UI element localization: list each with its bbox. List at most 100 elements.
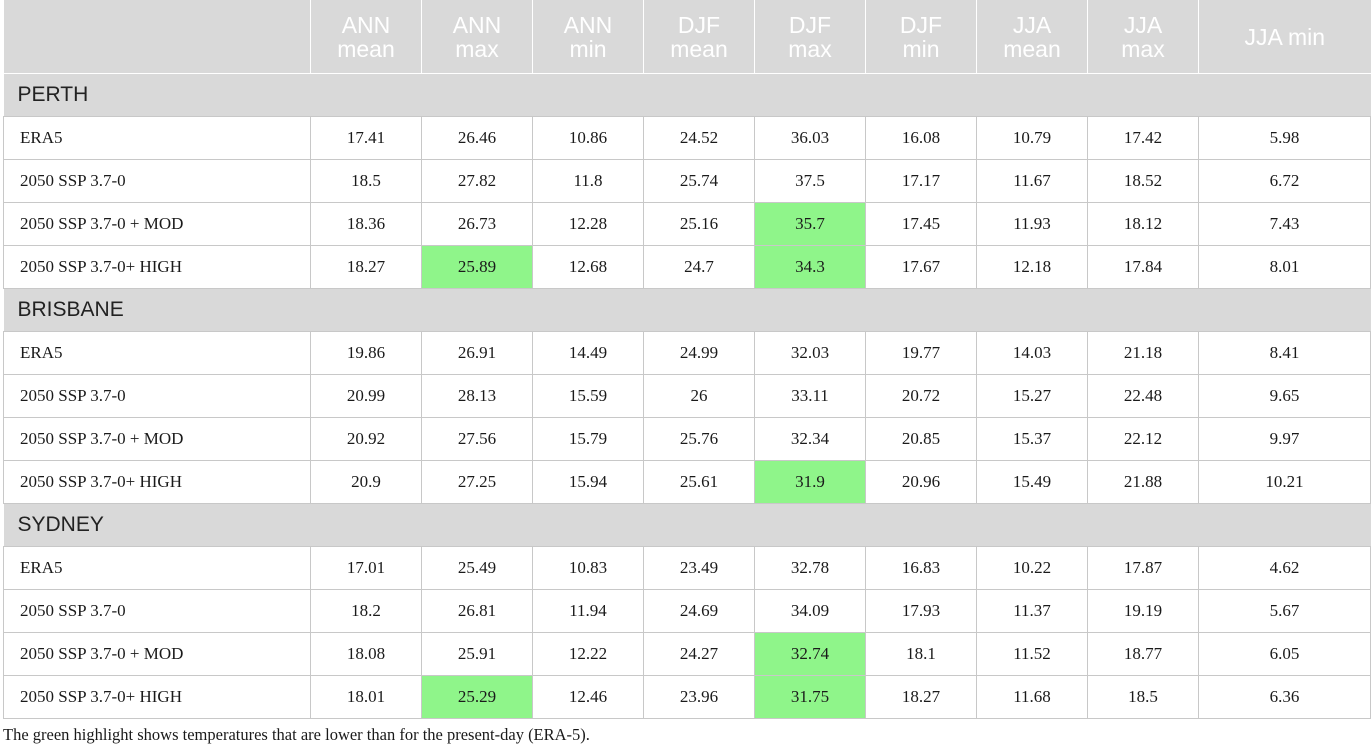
table-cell: 6.36 [1198, 675, 1371, 719]
table-cell: 21.88 [1087, 460, 1199, 504]
section-title: SYDNEY [3, 503, 1371, 547]
table-cell: 8.41 [1198, 331, 1371, 375]
table-cell: 15.27 [976, 374, 1088, 418]
table-cell: 5.98 [1198, 116, 1371, 160]
table-cell: 12.46 [532, 675, 644, 719]
highlighted-cell: 34.3 [754, 245, 866, 289]
table-cell: 11.93 [976, 202, 1088, 246]
table-cell: 32.34 [754, 417, 866, 461]
table-cell: 36.03 [754, 116, 866, 160]
table-cell: 11.68 [976, 675, 1088, 719]
table-cell: 22.48 [1087, 374, 1199, 418]
table-cell: 23.49 [643, 546, 755, 590]
table-row: 2050 SSP 3.7-0 + MOD 18.36 26.73 12.28 25.16… [3, 202, 1371, 246]
table-cell: 20.99 [310, 374, 422, 418]
column-header-ann-max: ANN max [421, 0, 533, 74]
row-label: 2050 SSP 3.7-0+ HIGH [3, 245, 311, 289]
table-cell: 18.27 [865, 675, 977, 719]
row-label: ERA5 [3, 331, 311, 375]
highlighted-cell: 31.75 [754, 675, 866, 719]
table-cell: 10.86 [532, 116, 644, 160]
table-cell: 14.49 [532, 331, 644, 375]
table-cell: 32.78 [754, 546, 866, 590]
table-cell: 24.7 [643, 245, 755, 289]
table-cell: 15.79 [532, 417, 644, 461]
table-cell: 17.42 [1087, 116, 1199, 160]
table-cell: 9.65 [1198, 374, 1371, 418]
table-cell: 20.92 [310, 417, 422, 461]
table-cell: 27.25 [421, 460, 533, 504]
table-cell: 26 [643, 374, 755, 418]
row-label: 2050 SSP 3.7-0+ HIGH [3, 675, 311, 719]
table-cell: 20.9 [310, 460, 422, 504]
table-cell: 17.67 [865, 245, 977, 289]
table-cell: 18.1 [865, 632, 977, 676]
table-cell: 10.79 [976, 116, 1088, 160]
table-cell: 5.67 [1198, 589, 1371, 633]
section-row: PERTH [3, 73, 1371, 117]
table-row: 2050 SSP 3.7-0 18.5 27.82 11.8 25.74 37.5 17.1… [3, 159, 1371, 203]
table-cell: 24.99 [643, 331, 755, 375]
table-cell: 33.11 [754, 374, 866, 418]
table-cell: 15.37 [976, 417, 1088, 461]
table-cell: 19.77 [865, 331, 977, 375]
table-cell: 11.52 [976, 632, 1088, 676]
table-cell: 11.94 [532, 589, 644, 633]
row-label: ERA5 [3, 116, 311, 160]
table-row: 2050 SSP 3.7-0+ HIGH 20.9 27.25 15.94 25.61 3… [3, 460, 1371, 504]
table-cell: 18.08 [310, 632, 422, 676]
table-row: 2050 SSP 3.7-0 + MOD 20.92 27.56 15.79 25.76… [3, 417, 1371, 461]
table-body: PERTH ERA5 17.41 26.46 10.86 24.52 36.03 16.08 1… [3, 73, 1371, 719]
table-cell: 18.5 [310, 159, 422, 203]
table-row: 2050 SSP 3.7-0 18.2 26.81 11.94 24.69 34.09 17… [3, 589, 1371, 633]
row-label: 2050 SSP 3.7-0 [3, 374, 311, 418]
table-cell: 18.12 [1087, 202, 1199, 246]
column-header-ann-mean: ANN mean [310, 0, 422, 74]
table-row: 2050 SSP 3.7-0 20.99 28.13 15.59 26 33.11 20.7… [3, 374, 1371, 418]
table-cell: 12.22 [532, 632, 644, 676]
table-cell: 24.27 [643, 632, 755, 676]
table-cell: 19.86 [310, 331, 422, 375]
table-cell: 20.72 [865, 374, 977, 418]
row-label: ERA5 [3, 546, 311, 590]
table-cell: 4.62 [1198, 546, 1371, 590]
table-cell: 20.85 [865, 417, 977, 461]
column-header-jja-min: JJA min [1198, 0, 1371, 74]
column-header-jja-mean: JJA mean [976, 0, 1088, 74]
table-cell: 24.69 [643, 589, 755, 633]
table-row: 2050 SSP 3.7-0 + MOD 18.08 25.91 12.22 24.27… [3, 632, 1371, 676]
table-cell: 9.97 [1198, 417, 1371, 461]
highlighted-cell: 25.89 [421, 245, 533, 289]
table-cell: 32.03 [754, 331, 866, 375]
table-cell: 20.96 [865, 460, 977, 504]
row-label: 2050 SSP 3.7-0 + MOD [3, 202, 311, 246]
table-cell: 12.18 [976, 245, 1088, 289]
row-label: 2050 SSP 3.7-0+ HIGH [3, 460, 311, 504]
table-cell: 19.19 [1087, 589, 1199, 633]
table-cell: 10.21 [1198, 460, 1371, 504]
header-row: ANN mean ANN max ANN min DJF mean DJF ma… [3, 0, 1371, 74]
table-cell: 12.68 [532, 245, 644, 289]
table-cell: 18.77 [1087, 632, 1199, 676]
table-cell: 25.49 [421, 546, 533, 590]
table-cell: 17.41 [310, 116, 422, 160]
highlighted-cell: 35.7 [754, 202, 866, 246]
table-footnote: The green highlight shows temperatures t… [3, 725, 590, 744]
table-cell: 7.43 [1198, 202, 1371, 246]
table-cell: 18.5 [1087, 675, 1199, 719]
table-cell: 23.96 [643, 675, 755, 719]
table-cell: 17.17 [865, 159, 977, 203]
table-cell: 25.61 [643, 460, 755, 504]
table-cell: 15.49 [976, 460, 1088, 504]
table-cell: 11.8 [532, 159, 644, 203]
table-cell: 25.16 [643, 202, 755, 246]
column-header-jja-max: JJA max [1087, 0, 1199, 74]
row-label: 2050 SSP 3.7-0 [3, 589, 311, 633]
column-header-djf-min: DJF min [865, 0, 977, 74]
table-row: ERA5 17.01 25.49 10.83 23.49 32.78 16.83 10.22 1… [3, 546, 1371, 590]
table-cell: 18.01 [310, 675, 422, 719]
column-header-djf-max: DJF max [754, 0, 866, 74]
table-cell: 18.36 [310, 202, 422, 246]
table-cell: 26.91 [421, 331, 533, 375]
highlighted-cell: 25.29 [421, 675, 533, 719]
